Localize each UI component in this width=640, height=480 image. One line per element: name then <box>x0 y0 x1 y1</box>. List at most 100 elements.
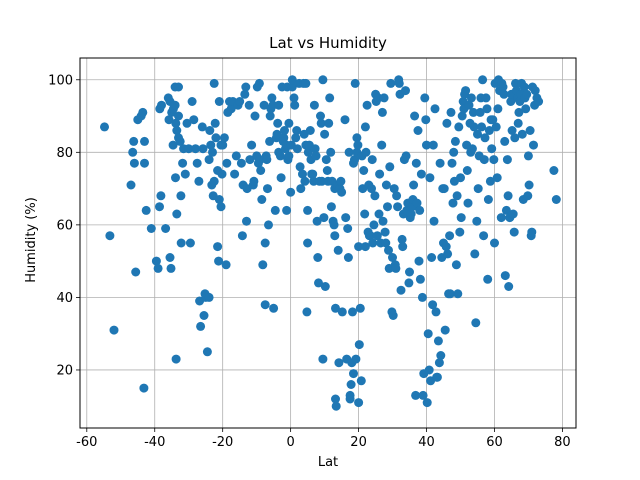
scatter-point <box>509 227 519 237</box>
scatter-point <box>441 242 451 252</box>
x-tick-label: 80 <box>554 435 571 450</box>
scatter-point <box>326 202 336 212</box>
scatter-point <box>351 354 361 364</box>
scatter-point <box>377 107 387 117</box>
scatter-point <box>318 354 328 364</box>
scatter-point <box>155 202 164 212</box>
x-tick-label: -60 <box>76 435 97 450</box>
scatter-point <box>510 133 520 143</box>
scatter-point <box>320 129 330 139</box>
scatter-point <box>214 97 224 106</box>
scatter-point <box>280 126 289 135</box>
y-tick-label: 100 <box>48 73 73 88</box>
scatter-point <box>270 205 280 215</box>
scatter-point <box>324 118 334 128</box>
scatter-point <box>298 169 307 179</box>
scatter-point <box>421 115 431 125</box>
scatter-point <box>311 151 321 161</box>
scatter-point <box>507 126 517 135</box>
scatter-point <box>414 256 424 266</box>
scatter-point <box>401 86 410 96</box>
scatter-point <box>355 303 365 313</box>
scatter-point <box>389 184 399 194</box>
scatter-point <box>349 369 358 379</box>
scatter-point <box>105 231 115 241</box>
scatter-point <box>443 249 453 259</box>
scatter-point <box>439 184 449 194</box>
x-tick-label: 0 <box>286 435 294 450</box>
scatter-point <box>491 122 501 132</box>
scatter-point <box>109 325 119 335</box>
scatter-point <box>180 169 190 179</box>
scatter-point <box>380 227 390 237</box>
scatter-point <box>289 93 299 103</box>
scatter-point <box>356 376 366 386</box>
scatter-point <box>506 97 516 106</box>
scatter-point <box>466 93 476 103</box>
scatter-point <box>174 82 183 92</box>
scatter-point <box>316 111 325 121</box>
scatter-point <box>498 82 508 92</box>
scatter-point <box>313 253 323 262</box>
scatter-point <box>456 173 465 183</box>
scatter-point <box>279 133 289 143</box>
scatter-point <box>260 300 270 310</box>
scatter-point <box>440 325 450 335</box>
scatter-point <box>464 100 474 110</box>
scatter-point <box>184 144 194 154</box>
scatter-point <box>331 401 341 411</box>
scatter-point <box>378 216 388 226</box>
scatter-point <box>260 238 270 248</box>
scatter-point <box>427 253 437 262</box>
scatter-point <box>262 155 272 165</box>
scatter-point <box>156 191 166 201</box>
scatter-point <box>344 147 354 157</box>
scatter-point <box>500 271 510 281</box>
scatter-point <box>445 231 455 241</box>
scatter-point <box>301 78 311 88</box>
scatter-point <box>422 140 431 150</box>
scatter-point <box>151 256 161 266</box>
scatter-point <box>241 82 251 92</box>
scatter-point <box>287 82 297 92</box>
scatter-point <box>329 220 339 230</box>
scatter-point <box>157 100 166 110</box>
scatter-point <box>308 169 318 179</box>
scatter-point <box>524 180 534 190</box>
scatter-point <box>435 158 445 168</box>
scatter-point <box>477 122 487 132</box>
scatter-point <box>483 195 493 204</box>
scatter-point <box>415 205 425 215</box>
scatter-point <box>205 126 215 135</box>
scatter-point <box>354 340 364 350</box>
scatter-point <box>493 104 503 114</box>
scatter-point <box>381 238 391 248</box>
scatter-point <box>359 166 369 175</box>
scatter-point <box>303 147 313 157</box>
scatter-point <box>222 158 232 168</box>
scatter-point <box>469 122 479 132</box>
scatter-point <box>549 166 559 175</box>
scatter-point <box>409 180 419 190</box>
scatter-point <box>295 162 305 172</box>
scatter-point <box>489 155 499 165</box>
scatter-point <box>292 126 302 135</box>
scatter-point <box>513 118 523 128</box>
scatter-point <box>129 136 139 146</box>
scatter-point <box>383 202 392 212</box>
scatter-point <box>517 129 527 139</box>
scatter-point <box>436 351 446 360</box>
scatter-point <box>384 245 393 255</box>
scatter-point <box>481 93 491 103</box>
scatter-point <box>372 231 382 241</box>
scatter-point <box>296 184 306 194</box>
scatter-point <box>424 365 434 375</box>
scatter-point <box>131 267 141 277</box>
scatter-point <box>336 176 346 186</box>
scatter-point <box>360 242 370 252</box>
scatter-point <box>165 253 175 262</box>
scatter-point <box>343 224 353 233</box>
scatter-point <box>410 111 420 121</box>
scatter-point <box>274 100 284 110</box>
scatter-point <box>487 144 497 154</box>
